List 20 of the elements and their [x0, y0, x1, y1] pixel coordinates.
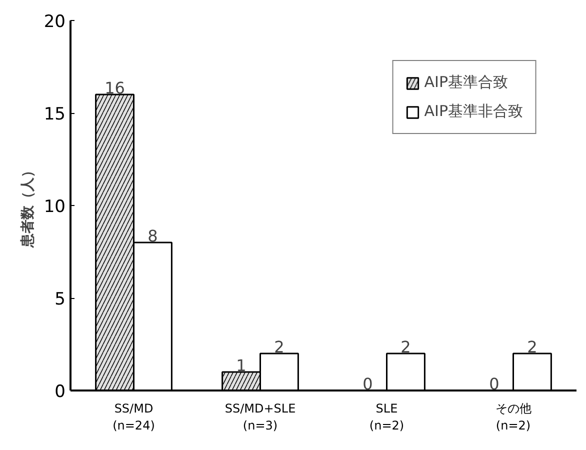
y-axis-title: 患者数（人）	[20, 164, 36, 248]
x-tick-label: SLE (n=2)	[369, 402, 404, 432]
y-tick-label: 20	[44, 12, 66, 32]
data-label: 0	[489, 374, 500, 394]
data-label: 2	[527, 338, 538, 356]
y-tick-label: 0	[54, 382, 66, 402]
data-label: 2	[274, 338, 284, 356]
data-label: 1	[236, 356, 246, 375]
x-tick-label: その他 (n=2)	[495, 402, 532, 432]
x-tick-label: SS/MD (n=24)	[112, 402, 155, 432]
x-tick-label: SS/MD+SLE (n=3)	[224, 402, 296, 432]
data-label: 0	[362, 374, 373, 394]
y-tick-label: 5	[54, 290, 66, 310]
data-label: 16	[104, 78, 125, 98]
data-label: 2	[400, 338, 411, 356]
y-tick-label: 10	[44, 197, 66, 217]
data-label: 8	[148, 226, 158, 246]
legend-label: AIP基準非合致	[424, 102, 523, 121]
y-tick-label: 15	[44, 104, 66, 124]
legend-label: AIP基準合致	[424, 73, 508, 92]
